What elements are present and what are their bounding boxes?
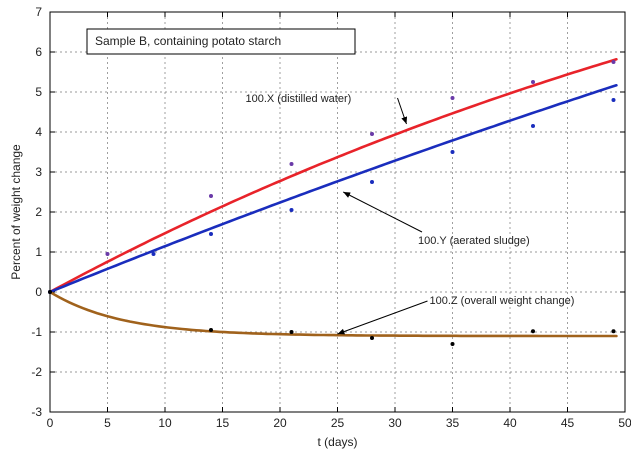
- y-tick-label: 7: [35, 5, 42, 19]
- series-1: [48, 84, 618, 294]
- grid-layer: [50, 12, 625, 412]
- title-box: Sample B, containing potato starch: [86, 28, 356, 55]
- data-point: [289, 330, 294, 334]
- x-tick-label: 25: [331, 416, 345, 430]
- series-line: [48, 290, 618, 338]
- x-tick-label: 30: [388, 416, 402, 430]
- series-line: [48, 58, 618, 294]
- title-box-frame: [86, 28, 356, 55]
- annotation-arrow: [343, 191, 423, 233]
- annotation-label: 100.Z (overall weight change): [430, 295, 575, 307]
- x-tick-label: 50: [618, 416, 631, 430]
- data-point: [370, 180, 374, 184]
- y-tick-label: 0: [35, 285, 42, 299]
- y-tick-label: 3: [35, 165, 42, 179]
- data-point: [209, 194, 213, 198]
- annotation-layer: 100.X (distilled water) 100.Y (aerated sl…: [246, 93, 575, 335]
- data-point: [450, 342, 455, 346]
- data-point: [531, 124, 535, 128]
- x-tick-label: 15: [216, 416, 230, 430]
- annotation-2: 100.Z (overall weight change): [337, 295, 575, 335]
- data-point: [531, 80, 535, 84]
- y-tick-label: -2: [31, 365, 42, 379]
- y-tick-label: 5: [35, 85, 42, 99]
- annotation-label: 100.X (distilled water): [246, 93, 352, 105]
- data-point: [289, 208, 294, 212]
- data-point: [370, 132, 374, 136]
- x-tick-label: 35: [446, 416, 460, 430]
- data-point: [151, 252, 156, 256]
- series-line: [48, 84, 618, 294]
- annotation-1: 100.Y (aerated sludge): [343, 191, 530, 247]
- data-point: [209, 328, 213, 332]
- y-axis-label: Percent of weight change: [9, 144, 23, 280]
- annotation-arrow: [337, 300, 428, 335]
- x-tick-label: 20: [273, 416, 287, 430]
- chart-title: Sample B, containing potato starch: [95, 34, 281, 48]
- x-axis-label: t (days): [317, 435, 357, 449]
- annotation-label: 100.Y (aerated sludge): [418, 235, 530, 247]
- x-tick-label: 40: [503, 416, 517, 430]
- data-point: [531, 329, 535, 334]
- y-tick-label: -3: [31, 405, 42, 419]
- data-point: [48, 290, 52, 294]
- series-layer: [48, 58, 618, 346]
- data-point: [450, 96, 455, 100]
- x-tick-label: 5: [104, 416, 111, 430]
- annotation-0: 100.X (distilled water): [246, 93, 408, 125]
- data-point: [105, 252, 110, 256]
- data-point: [289, 162, 294, 166]
- data-point: [450, 150, 455, 154]
- annotation-arrow: [397, 97, 408, 125]
- y-tick-label: 2: [35, 205, 42, 219]
- data-point: [611, 60, 616, 64]
- data-point: [611, 329, 616, 334]
- series-2: [48, 290, 618, 346]
- data-point: [611, 98, 616, 102]
- y-tick-label: 6: [35, 45, 42, 59]
- data-point: [370, 336, 374, 340]
- x-tick-label: 0: [47, 416, 54, 430]
- x-tick-label: 10: [158, 416, 172, 430]
- y-tick-label: -1: [31, 325, 42, 339]
- y-tick-label: 4: [35, 125, 42, 139]
- x-tick-label: 45: [561, 416, 575, 430]
- y-tick-label: 1: [35, 245, 42, 259]
- data-point: [209, 232, 213, 236]
